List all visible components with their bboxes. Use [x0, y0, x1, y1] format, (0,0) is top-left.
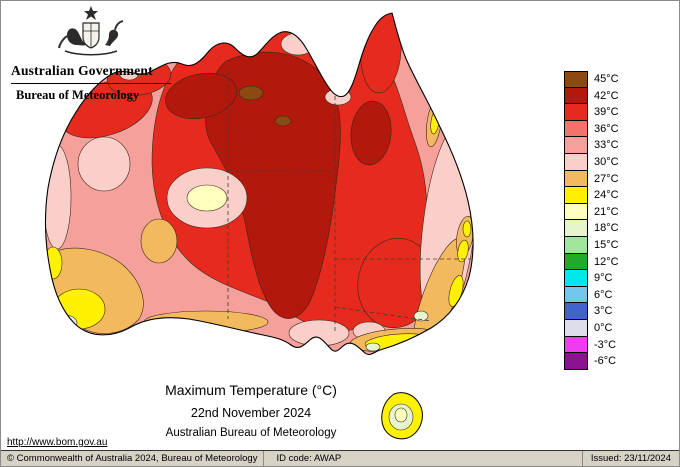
- legend-swatch: [564, 270, 588, 287]
- legend-row: 0°C: [564, 319, 619, 337]
- legend-swatch: [564, 353, 588, 370]
- legend-label: 21°C: [594, 205, 619, 218]
- legend-label: 24°C: [594, 189, 619, 202]
- legend-row: 21°C: [564, 203, 619, 221]
- map-org: Australian Bureau of Meteorology: [165, 427, 337, 439]
- legend-row: -6°C: [564, 353, 619, 370]
- legend-label: 30°C: [594, 155, 619, 168]
- legend-row: 18°C: [564, 220, 619, 237]
- legend-swatch: [564, 203, 588, 221]
- legend-label: -6°C: [594, 355, 617, 368]
- legend-label: 18°C: [594, 222, 619, 235]
- legend-swatch: [564, 253, 588, 271]
- legend-row: 33°C: [564, 137, 619, 154]
- legend-row: -3°C: [564, 336, 619, 354]
- state-borders: [227, 61, 471, 333]
- legend-label: 15°C: [594, 238, 619, 251]
- legend-row: 15°C: [564, 236, 619, 254]
- tasmania-outline: [381, 392, 423, 440]
- bom-url-link[interactable]: http://www.bom.gov.au: [7, 437, 108, 448]
- government-header: Australian Government Bureau of Meteorol…: [11, 5, 171, 103]
- legend-row: 42°C: [564, 87, 619, 105]
- legend-row: 12°C: [564, 253, 619, 271]
- issued-text: Issued: 23/11/2024: [581, 451, 679, 466]
- legend-label: 39°C: [594, 106, 619, 119]
- legend-swatch: [564, 104, 588, 121]
- bureau-title: Bureau of Meteorology: [16, 88, 140, 102]
- government-title: Australian Government: [11, 63, 171, 84]
- legend-row: 24°C: [564, 187, 619, 204]
- temperature-legend: 45°C 42°C 39°C 36°C 33°C 30°C 27°C: [564, 71, 619, 370]
- legend-row: 30°C: [564, 153, 619, 171]
- zone-cream: [186, 184, 228, 212]
- legend-swatch: [564, 120, 588, 138]
- legend-swatch: [564, 236, 588, 254]
- legend-swatch: [564, 71, 588, 88]
- status-bar: © Commonwealth of Australia 2024, Bureau…: [1, 450, 679, 466]
- copyright-text: © Commonwealth of Australia 2024, Bureau…: [7, 453, 258, 464]
- tasmania-zones: [388, 403, 414, 431]
- legend-label: 36°C: [594, 122, 619, 135]
- legend-swatch: [564, 137, 588, 154]
- legend-label: 27°C: [594, 172, 619, 185]
- map-date: 22nd November 2024: [190, 406, 312, 420]
- legend-swatch: [564, 220, 588, 237]
- map-titles: Maximum Temperature (°C) 22nd November 2…: [96, 382, 406, 439]
- zone-brown: [238, 85, 292, 127]
- legend-label: 0°C: [594, 321, 613, 334]
- legend-row: 45°C: [564, 71, 619, 88]
- legend-label: 3°C: [594, 305, 613, 318]
- mainland-outline: [44, 12, 474, 356]
- legend-label: -3°C: [594, 338, 617, 351]
- legend-row: 3°C: [564, 303, 619, 320]
- legend-label: 9°C: [594, 272, 613, 285]
- legend-swatch: [564, 153, 588, 171]
- legend-swatch: [564, 303, 588, 320]
- legend-swatch: [564, 187, 588, 204]
- legend-swatch: [564, 286, 588, 304]
- legend-label: 6°C: [594, 288, 613, 301]
- legend-row: 27°C: [564, 170, 619, 188]
- legend-label: 42°C: [594, 89, 619, 102]
- coat-of-arms-icon: [58, 6, 124, 56]
- legend-swatch: [564, 319, 588, 337]
- legend-label: 12°C: [594, 255, 619, 268]
- legend-row: 36°C: [564, 120, 619, 138]
- legend-row: 39°C: [564, 104, 619, 121]
- legend-row: 6°C: [564, 286, 619, 304]
- id-code-text: ID code: AWAP: [263, 451, 581, 466]
- legend-label: 45°C: [594, 73, 619, 85]
- legend-swatch: [564, 170, 588, 188]
- temperature-zones: [45, 13, 474, 355]
- legend-swatch: [564, 336, 588, 354]
- legend-label: 33°C: [594, 139, 619, 152]
- legend-row: 9°C: [564, 270, 619, 287]
- legend-rows: 45°C 42°C 39°C 36°C 33°C 30°C 27°C: [564, 71, 619, 370]
- legend-swatch: [564, 87, 588, 105]
- map-title: Maximum Temperature (°C): [165, 382, 337, 398]
